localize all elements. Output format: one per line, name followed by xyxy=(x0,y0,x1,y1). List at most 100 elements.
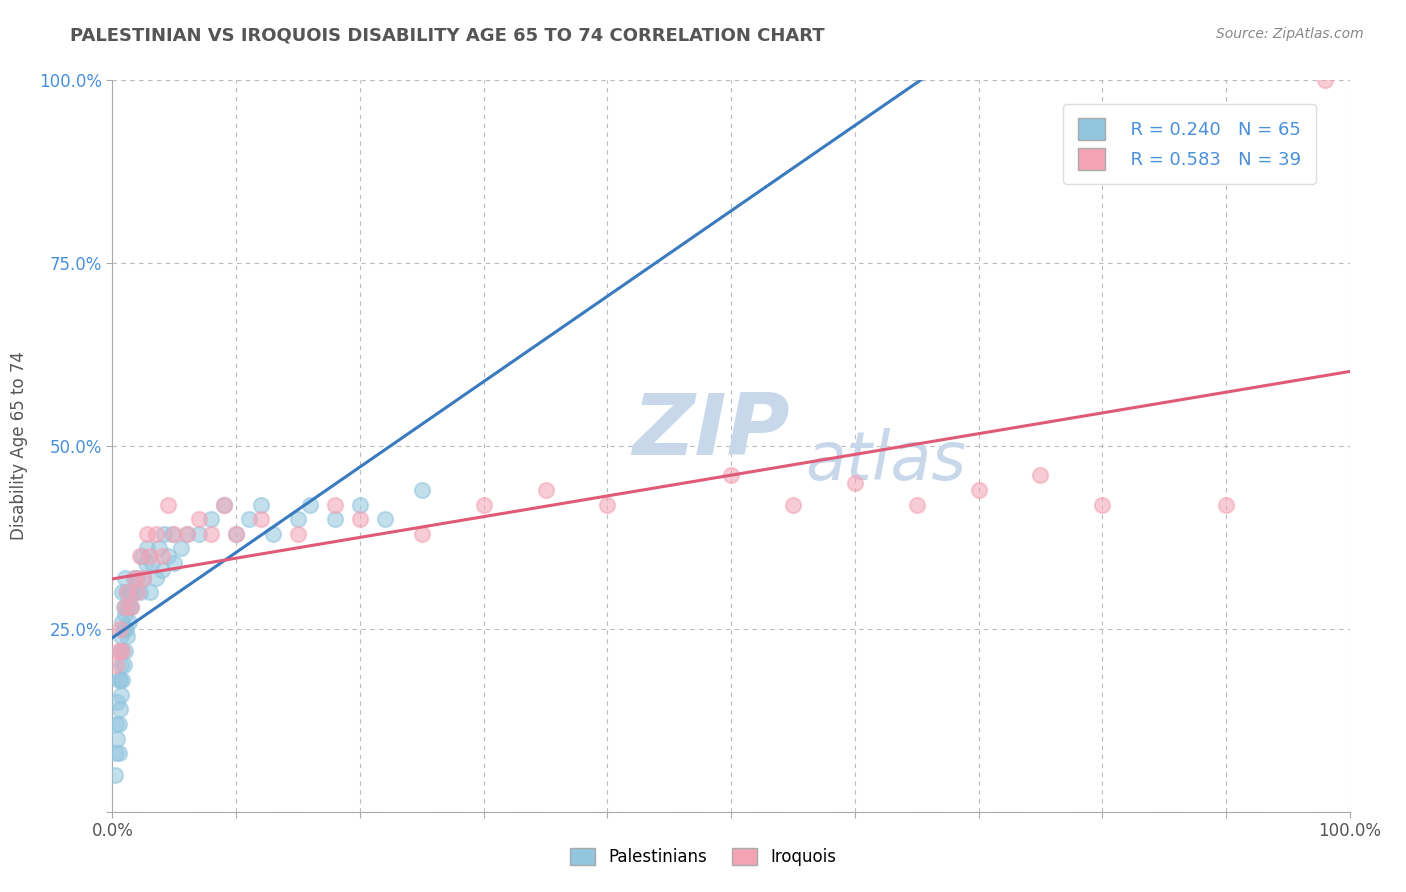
Point xyxy=(118,599,141,614)
Point xyxy=(150,549,173,563)
Point xyxy=(287,526,309,541)
Point xyxy=(720,468,742,483)
Point xyxy=(169,541,191,556)
Legend: Palestinians, Iroquois: Palestinians, Iroquois xyxy=(561,840,845,875)
Point xyxy=(349,498,371,512)
Point xyxy=(124,585,146,599)
Point xyxy=(108,622,131,636)
Point xyxy=(105,746,128,760)
Point xyxy=(117,585,139,599)
Point xyxy=(114,599,136,614)
Point xyxy=(138,585,160,599)
Point xyxy=(107,717,129,731)
Point xyxy=(299,498,322,512)
Point xyxy=(111,615,134,629)
Point xyxy=(200,512,222,526)
Point xyxy=(110,688,132,702)
Point xyxy=(132,571,155,585)
Point xyxy=(111,673,134,687)
Point xyxy=(104,768,127,782)
Point xyxy=(110,658,132,673)
Point xyxy=(212,498,235,512)
Point xyxy=(138,549,160,563)
Point xyxy=(148,541,170,556)
Point xyxy=(200,526,222,541)
Point xyxy=(127,585,149,599)
Point xyxy=(411,526,433,541)
Text: PALESTINIAN VS IROQUOIS DISABILITY AGE 65 TO 74 CORRELATION CHART: PALESTINIAN VS IROQUOIS DISABILITY AGE 6… xyxy=(70,27,825,45)
Point xyxy=(111,585,134,599)
Point xyxy=(105,658,128,673)
Point xyxy=(107,731,129,746)
Point xyxy=(114,607,136,622)
Point xyxy=(534,483,557,497)
Point xyxy=(117,629,139,643)
Point xyxy=(905,498,928,512)
Point xyxy=(225,526,247,541)
Point xyxy=(120,599,142,614)
Point xyxy=(157,498,180,512)
Point xyxy=(596,498,619,512)
Point xyxy=(150,563,173,577)
Point xyxy=(1313,73,1336,87)
Point xyxy=(107,695,129,709)
Point xyxy=(1091,498,1114,512)
Point xyxy=(145,526,167,541)
Point xyxy=(107,673,129,687)
Point xyxy=(131,549,153,563)
Point xyxy=(111,644,134,658)
Point xyxy=(112,599,135,614)
Point xyxy=(124,571,146,585)
Point xyxy=(188,526,211,541)
Point xyxy=(153,526,176,541)
Point xyxy=(117,599,139,614)
Point xyxy=(782,498,804,512)
Point xyxy=(160,526,183,541)
Point xyxy=(157,549,180,563)
Point xyxy=(114,571,136,585)
Point xyxy=(250,498,273,512)
Point xyxy=(141,556,163,570)
Point xyxy=(105,717,128,731)
Point xyxy=(1029,468,1052,483)
Point xyxy=(122,571,145,585)
Point xyxy=(128,585,150,599)
Point xyxy=(108,702,131,716)
Point xyxy=(112,622,135,636)
Point xyxy=(135,556,157,570)
Point xyxy=(117,615,139,629)
Text: ZIP: ZIP xyxy=(633,390,790,473)
Y-axis label: Disability Age 65 to 74: Disability Age 65 to 74 xyxy=(10,351,28,541)
Point xyxy=(108,673,131,687)
Point xyxy=(114,644,136,658)
Point xyxy=(120,599,142,614)
Point xyxy=(374,512,396,526)
Point xyxy=(115,585,138,599)
Point xyxy=(111,644,134,658)
Point xyxy=(967,483,990,497)
Point xyxy=(262,526,284,541)
Point xyxy=(250,512,273,526)
Point xyxy=(107,644,129,658)
Point xyxy=(225,526,247,541)
Point xyxy=(107,746,129,760)
Point xyxy=(411,483,433,497)
Point xyxy=(323,498,346,512)
Point xyxy=(238,512,260,526)
Point xyxy=(136,541,159,556)
Point xyxy=(163,556,186,570)
Point xyxy=(212,498,235,512)
Point xyxy=(176,526,198,541)
Point xyxy=(163,526,186,541)
Point xyxy=(117,585,139,599)
Point xyxy=(472,498,495,512)
Point xyxy=(323,512,346,526)
Point xyxy=(121,585,143,599)
Point xyxy=(136,526,159,541)
Point xyxy=(132,571,155,585)
Point xyxy=(112,658,135,673)
Point xyxy=(349,512,371,526)
Point xyxy=(128,549,150,563)
Text: atlas: atlas xyxy=(806,427,966,493)
Point xyxy=(115,622,138,636)
